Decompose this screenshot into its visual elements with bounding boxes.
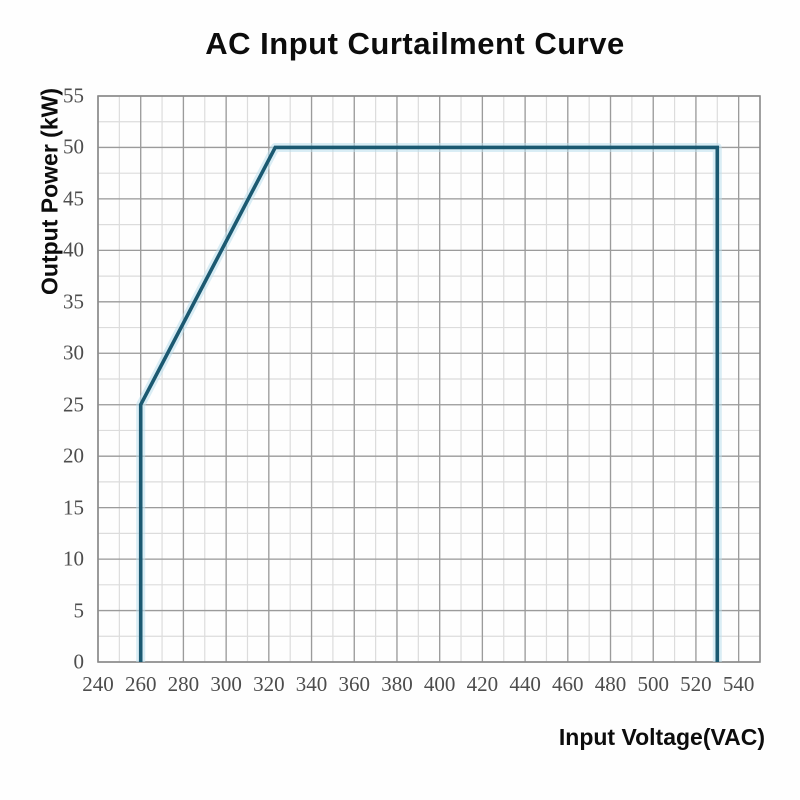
x-tick-label: 540 [722, 672, 755, 696]
x-tick-label: 500 [637, 672, 669, 696]
x-tick-label: 520 [680, 672, 712, 696]
grid-minor-lines [97, 95, 761, 663]
x-axis-title: Input Voltage(VAC) [558, 724, 765, 750]
y-tick-label: 25 [63, 392, 84, 417]
x-tick-label: 260 [124, 672, 157, 696]
y-tick-label: 45 [63, 186, 84, 211]
x-tick-label: 320 [253, 672, 285, 696]
x-tick-label: 460 [552, 672, 584, 696]
x-tick-label: 280 [167, 672, 200, 696]
x-tick-label: 300 [210, 672, 242, 696]
x-tick-label: 440 [509, 672, 541, 696]
y-tick-label: 0 [73, 649, 85, 674]
x-tick-label: 380 [381, 672, 413, 696]
y-tick-label: 50 [63, 134, 84, 159]
y-tick-label: 5 [73, 598, 85, 623]
chart-title: AC Input Curtailment Curve [205, 26, 625, 61]
y-tick-label: 35 [63, 289, 84, 314]
y-tick-label: 20 [63, 443, 84, 468]
y-tick-label: 10 [63, 546, 84, 571]
y-tick-label: 40 [63, 237, 84, 262]
y-tick-label: 55 [63, 83, 84, 108]
x-tick-label: 400 [423, 672, 456, 696]
x-tick-label: 240 [82, 672, 114, 696]
x-tick-label: 360 [338, 672, 371, 696]
x-tick-label: 340 [295, 672, 328, 696]
x-tick-label: 420 [466, 672, 499, 696]
plot-border [97, 95, 761, 663]
y-tick-label: 15 [63, 495, 84, 520]
curtailment-curve-line [138, 145, 720, 662]
x-tick-label: 480 [594, 672, 627, 696]
y-tick-label: 30 [63, 340, 84, 365]
